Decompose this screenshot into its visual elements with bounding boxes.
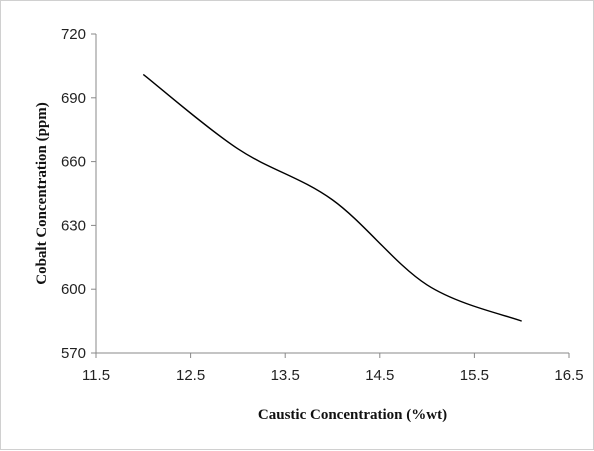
y-axis-title: Cobalt Concentration (ppm) (34, 102, 50, 285)
series-line (143, 74, 521, 321)
y-tick-label: 600 (61, 281, 86, 298)
x-tick-label: 11.5 (82, 367, 110, 384)
y-tick-label: 630 (61, 217, 86, 234)
x-tick-label: 14.5 (365, 367, 394, 384)
x-tick-label: 15.5 (460, 367, 489, 384)
x-tick-label: 12.5 (176, 367, 205, 384)
y-tick-label: 570 (61, 345, 86, 362)
x-tick-label: 13.5 (271, 367, 300, 384)
y-tick-labels: 570 600 630 660 690 720 (61, 26, 96, 362)
x-tick-labels: 11.5 12.5 13.5 14.5 15.5 16.5 (82, 353, 584, 384)
x-axis-title: Caustic Concentration (%wt) (258, 407, 447, 423)
y-tick-label: 690 (61, 90, 86, 107)
series-layer (143, 74, 522, 321)
y-tick-label: 660 (61, 154, 86, 171)
x-tick-label: 16.5 (554, 367, 583, 384)
y-tick-label: 720 (61, 26, 86, 43)
